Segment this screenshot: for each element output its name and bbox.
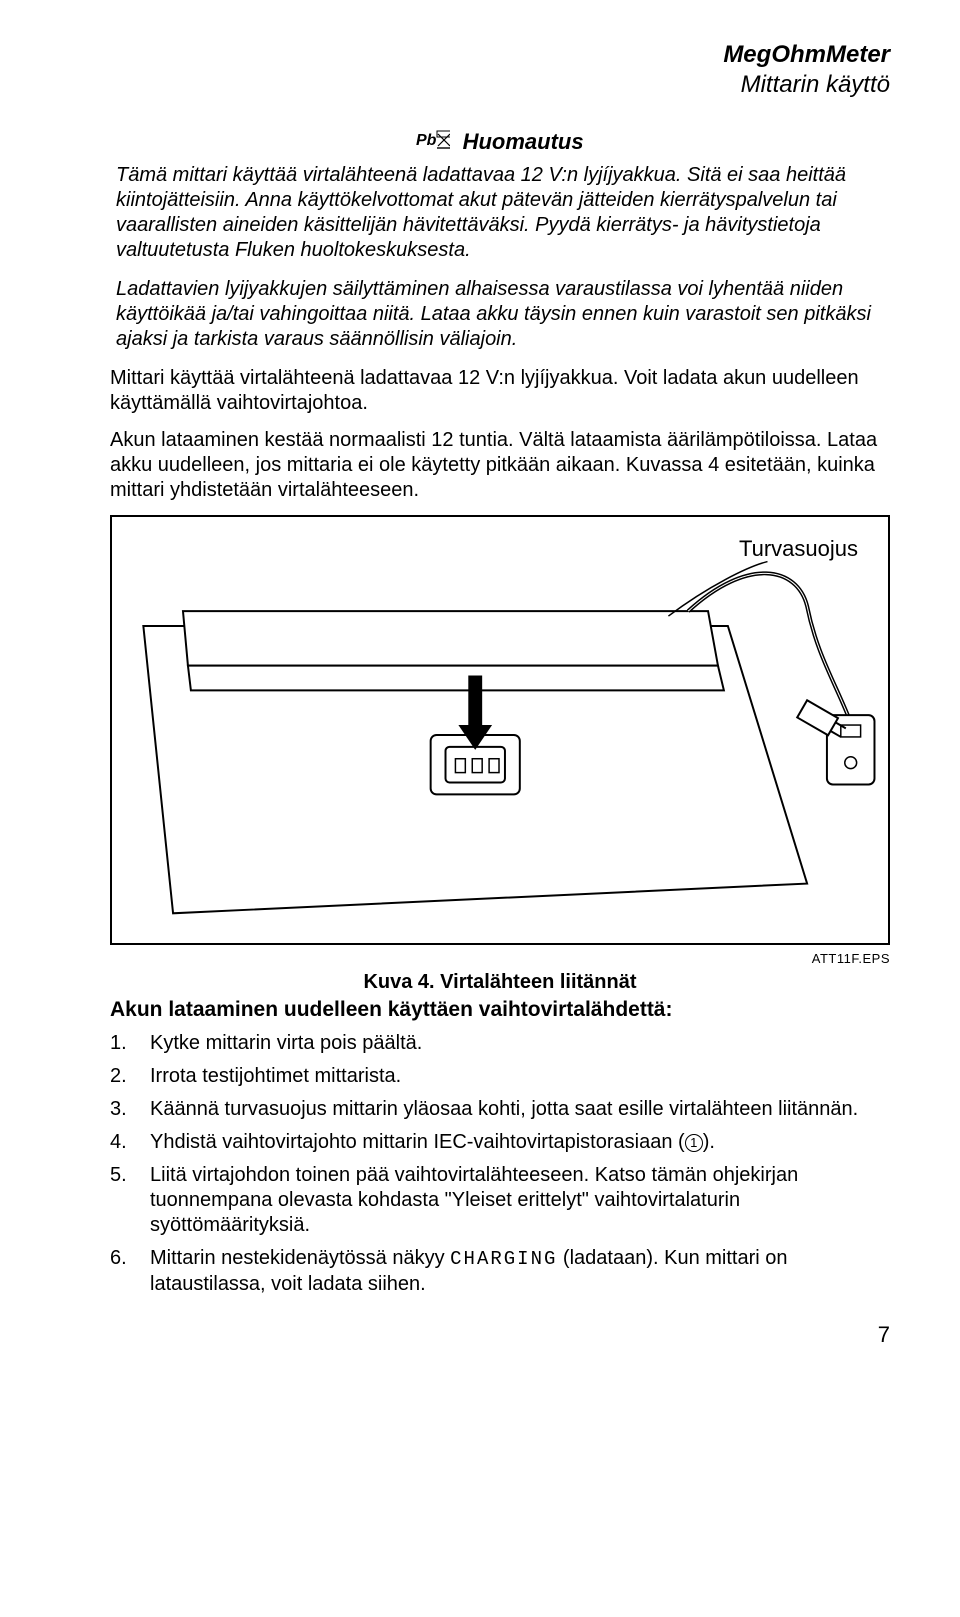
lcd-charging-text: CHARGING [450, 1248, 557, 1270]
safety-cover-callout: Turvasuojus [739, 535, 858, 563]
recharge-heading: Akun lataaminen uudelleen käyttäen vaiht… [110, 997, 890, 1023]
step-2: Irrota testijohtimet mittarista. [110, 1064, 890, 1089]
figure-eps-label: ATT11F.EPS [110, 951, 890, 967]
step-4: Yhdistä vaihtovirtajohto mittarin IEC-va… [110, 1130, 890, 1155]
step-6-prefix: Mittarin nestekidenäytössä näkyy [150, 1247, 450, 1269]
note-body-1: Tämä mittari käyttää virtalähteenä ladat… [110, 163, 890, 263]
step-3: Käännä turvasuojus mittarin yläosaa koht… [110, 1097, 890, 1122]
page-number: 7 [110, 1321, 890, 1349]
step-1: Kytke mittarin virta pois päältä. [110, 1031, 890, 1056]
svg-text:Pb: Pb [416, 132, 437, 149]
paragraph-2: Akun lataaminen kestää normaalisti 12 tu… [110, 428, 890, 503]
pb-recycle-icon: Pb [416, 129, 450, 158]
note-heading: Pb Huomautus [110, 128, 890, 157]
instruction-list: Kytke mittarin virta pois päältä. Irrota… [110, 1031, 890, 1297]
step-6: Mittarin nestekidenäytössä näkyy CHARGIN… [110, 1246, 890, 1297]
circled-one-icon: 1 [685, 1134, 703, 1152]
section-name: Mittarin käyttö [110, 70, 890, 100]
figure-caption: Kuva 4. Virtalähteen liitännät [110, 970, 890, 995]
figure-4-svg [112, 517, 888, 943]
note-body-2: Ladattavien lyijyakkujen säilyttäminen a… [110, 277, 890, 352]
note-heading-text: Huomautus [463, 129, 584, 154]
step-4-text: Yhdistä vaihtovirtajohto mittarin IEC-va… [150, 1131, 685, 1153]
step-5: Liitä virtajohdon toinen pää vaihtovirta… [110, 1163, 890, 1238]
page-header: MegOhmMeter Mittarin käyttö [110, 40, 890, 100]
paragraph-1: Mittari käyttää virtalähteenä ladattavaa… [110, 366, 890, 416]
product-name: MegOhmMeter [110, 40, 890, 70]
figure-4: Turvasuojus [110, 515, 890, 945]
